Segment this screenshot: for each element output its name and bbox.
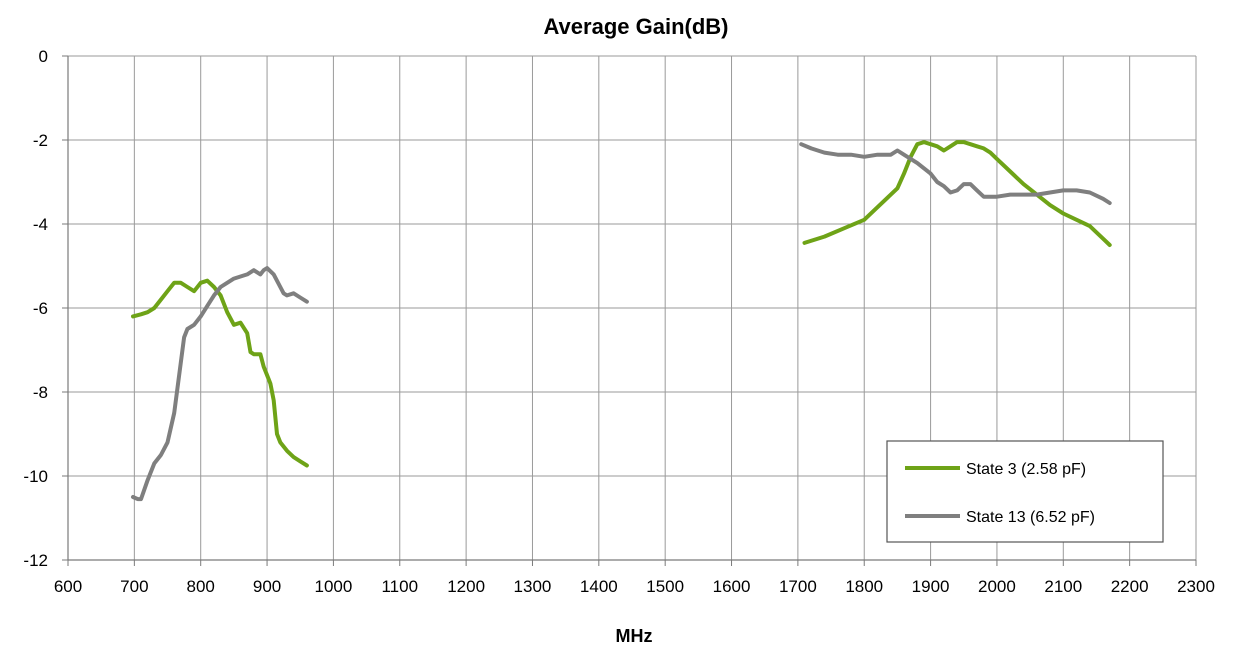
chart-title: Average Gain(dB) [543, 14, 728, 39]
x-tick-label: 2200 [1111, 577, 1149, 596]
x-tick-label: 1100 [381, 577, 418, 596]
series-line-state-13 [799, 142, 1112, 205]
x-tick-label: 2300 [1177, 577, 1215, 596]
x-tick-label: 2000 [978, 577, 1016, 596]
x-tick-label: 900 [253, 577, 281, 596]
series-lines [131, 140, 1112, 502]
x-tick-label: 700 [120, 577, 148, 596]
x-tick-label: 1300 [514, 577, 552, 596]
series-line-state-13 [131, 266, 309, 502]
y-tick-label: -4 [33, 215, 48, 234]
x-tick-label: 2100 [1044, 577, 1082, 596]
x-tick-label: 1500 [646, 577, 684, 596]
legend-label-state-3: State 3 (2.58 pF) [966, 461, 1086, 478]
y-tick-label: -6 [33, 299, 48, 318]
x-tick-label: 1700 [779, 577, 817, 596]
x-tick-label: 1000 [314, 577, 352, 596]
y-tick-label: -8 [33, 383, 48, 402]
x-tick-label: 800 [187, 577, 215, 596]
x-axis-label: MHz [616, 626, 653, 646]
legend: State 3 (2.58 pF) State 13 (6.52 pF) [886, 440, 1164, 543]
y-tick-label: -10 [23, 467, 48, 486]
x-tick-label: 1200 [447, 577, 485, 596]
x-tick-label: 1600 [713, 577, 751, 596]
series-line-state-3 [131, 278, 309, 468]
axes: 600 700 800 900 1000 1100 1200 1300 1400 1500 1600… [23, 47, 1214, 596]
x-tick-label: 1900 [912, 577, 950, 596]
x-tick-label: 1400 [580, 577, 618, 596]
legend-box [886, 440, 1164, 543]
x-tick-label: 1800 [845, 577, 883, 596]
y-tick-label: -2 [33, 131, 48, 150]
series-line-state-3 [802, 140, 1112, 247]
y-tick-label: 0 [39, 47, 48, 66]
y-tick-label: -12 [23, 551, 48, 570]
x-tick-label: 600 [54, 577, 82, 596]
legend-label-state-13: State 13 (6.52 pF) [966, 509, 1095, 526]
